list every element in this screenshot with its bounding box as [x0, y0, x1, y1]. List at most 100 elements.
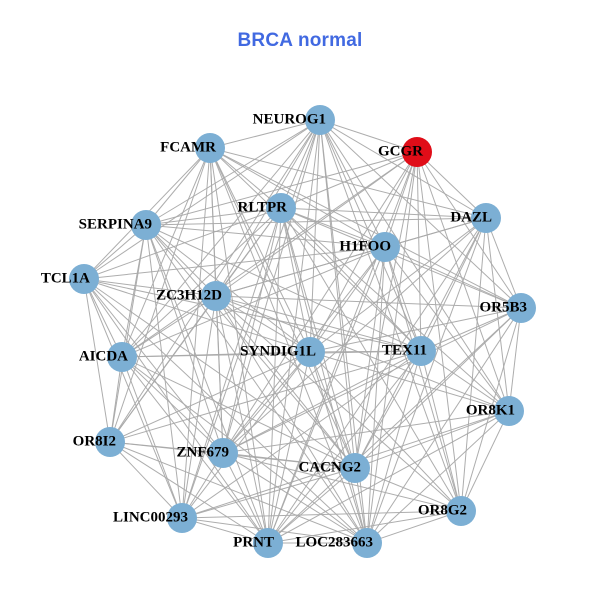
graph-edge [222, 410, 510, 454]
graph-edge [215, 246, 386, 297]
graph-edge [181, 295, 217, 519]
graph-edge [145, 207, 282, 226]
graph-node-or8i2[interactable] [95, 427, 125, 457]
graph-edge [215, 295, 422, 352]
graph-edge [280, 207, 510, 412]
graph-edge [309, 119, 321, 353]
graph-edge [222, 351, 311, 454]
graph-edge [416, 151, 422, 352]
graph-edge [319, 119, 487, 219]
graph-edge [83, 207, 282, 280]
graph-edge [354, 151, 418, 469]
graph-edge [121, 356, 183, 519]
graph-node-tex11[interactable] [406, 336, 436, 366]
graph-node-fcamr[interactable] [195, 133, 225, 163]
graph-edge [181, 350, 422, 519]
graph-edge [215, 295, 269, 544]
graph-edge [209, 147, 386, 248]
graph-edge [280, 207, 522, 309]
graph-edge [267, 151, 418, 544]
graph-node-cacng2[interactable] [340, 453, 370, 483]
graph-edge [109, 351, 311, 443]
edges-layer [83, 119, 522, 544]
graph-edge [222, 452, 356, 469]
graph-edge [209, 147, 269, 544]
graph-node-serpina9[interactable] [131, 210, 161, 240]
graph-node-linc00293[interactable] [167, 503, 197, 533]
graph-edge [83, 278, 422, 352]
graph-edge [309, 351, 462, 512]
graph-edge [145, 224, 386, 248]
graph-edge [121, 356, 356, 469]
graph-edge [354, 410, 510, 469]
graph-edge [83, 278, 224, 454]
graph-edge [366, 350, 422, 544]
graph-node-gcgr[interactable] [402, 137, 432, 167]
graph-edge [267, 307, 522, 544]
graph-edge [222, 119, 321, 454]
graph-edge [354, 350, 422, 469]
graph-edge [309, 350, 422, 353]
graph-edge [267, 207, 282, 544]
graph-edge [420, 350, 462, 512]
graph-edge [267, 410, 510, 544]
graph-edge [145, 224, 269, 544]
graph-node-dazl[interactable] [471, 203, 501, 233]
graph-edge [145, 224, 183, 519]
graph-edge [121, 295, 217, 358]
graph-node-znf679[interactable] [208, 438, 238, 468]
graph-edge [181, 510, 462, 519]
graph-node-prnt[interactable] [253, 528, 283, 558]
graph-edge [485, 217, 510, 412]
graph-edge [416, 151, 522, 309]
graph-node-tcl1a[interactable] [69, 264, 99, 294]
graph-edge [280, 207, 311, 353]
graph-edge [145, 119, 321, 226]
graph-edge [145, 151, 418, 226]
graph-edge [280, 207, 462, 512]
graph-edge [309, 351, 510, 412]
graph-edge [354, 246, 386, 469]
graph-edge [145, 224, 217, 297]
graph-node-or8k1[interactable] [494, 396, 524, 426]
graph-edge [508, 307, 522, 412]
graph-edge [280, 207, 356, 469]
graph-node-or8g2[interactable] [446, 496, 476, 526]
graph-node-loc283663[interactable] [352, 528, 382, 558]
graph-edge [109, 441, 368, 544]
graph-edge [280, 207, 386, 248]
graph-edge [267, 351, 311, 544]
graph-edge [384, 151, 418, 248]
graph-edge [109, 350, 422, 443]
graph-node-rltpr[interactable] [266, 193, 296, 223]
graph-edge [366, 217, 487, 544]
graph-edge [145, 224, 356, 469]
graph-edge [319, 119, 418, 153]
graph-edge [280, 207, 422, 352]
graph-edge [215, 295, 510, 412]
graph-node-syndig1l[interactable] [295, 337, 325, 367]
graph-edge [280, 119, 321, 209]
graph-edge [416, 151, 487, 219]
graph-edge [222, 452, 269, 544]
graph-edge [319, 119, 510, 412]
graph-edge [181, 147, 211, 519]
graph-edge [83, 278, 111, 443]
graph-edge [280, 207, 487, 219]
graph-edge [222, 207, 282, 454]
graph-node-or5b3[interactable] [506, 293, 536, 323]
graph-edge [416, 151, 462, 512]
graph-node-h1foo[interactable] [370, 232, 400, 262]
graph-edge [215, 295, 224, 454]
graph-edge [215, 295, 522, 309]
graph-edge [222, 452, 368, 544]
graph-edge [420, 307, 522, 352]
graph-edge [384, 246, 422, 352]
graph-node-aicda[interactable] [107, 342, 137, 372]
graph-node-neurog1[interactable] [305, 105, 335, 135]
graph-edge [319, 119, 356, 469]
graph-node-zc3h12d[interactable] [201, 281, 231, 311]
graph-edge [215, 295, 462, 512]
graph-edge [83, 278, 217, 297]
graph-edge [366, 410, 510, 544]
